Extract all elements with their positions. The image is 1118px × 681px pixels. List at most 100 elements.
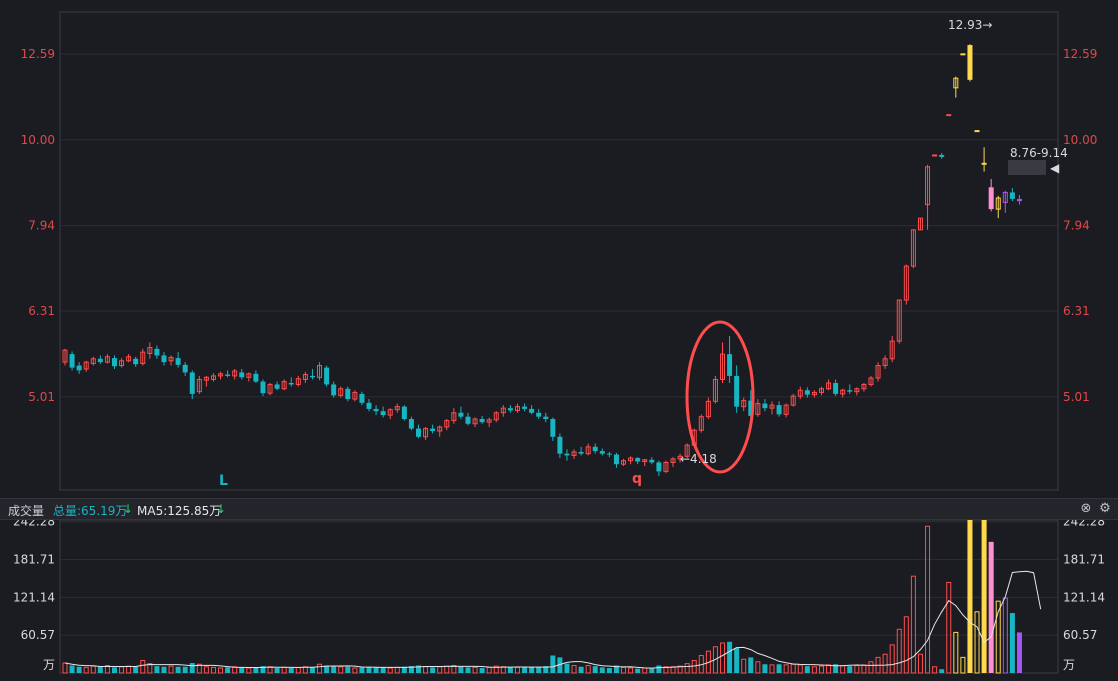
candle [90,356,96,366]
volume-bar [776,664,782,673]
volume-bar [1002,597,1008,674]
candle [960,53,966,56]
candle [925,164,931,230]
candle [479,415,485,424]
candle [451,408,457,424]
volume-bar [430,667,436,673]
candle [69,351,75,371]
candle [140,348,146,366]
candle [486,417,492,427]
candle [232,368,238,380]
volume-bar [196,663,202,674]
candle [592,443,598,454]
candle [571,449,577,459]
candle [882,355,888,369]
gear-icon[interactable]: ⚙ [1099,501,1111,516]
candle [557,433,563,459]
volume-bar [684,663,690,674]
volume-bar [720,642,726,674]
candle [345,386,351,402]
volume-bar [140,660,146,674]
volume-bar [790,663,796,674]
volume-bar [317,663,323,674]
candle [642,458,648,466]
volume-bar [203,666,209,674]
candle [416,424,421,439]
candle [529,405,535,415]
volume-bar [83,666,89,674]
volume-bar [755,661,761,674]
volume-bar [161,666,167,673]
volume-tick-left: 121.14 [13,590,55,604]
volume-bar [967,516,973,673]
price-tick-left: 7.94 [28,219,55,233]
volume-bar [500,666,506,674]
volume-bar [119,666,125,674]
volume-bar [578,666,584,673]
candle [196,375,202,394]
volume-bar [168,665,174,674]
candle [437,425,443,437]
candle [352,390,358,402]
candle [239,368,245,380]
volume-bar [324,665,330,673]
volume-bar [90,665,96,674]
candle [387,408,393,420]
volume-bar [953,631,959,674]
volume-bar [543,666,549,673]
volume-tick-left: 181.71 [13,553,55,567]
candle [769,401,775,415]
candle [995,195,1001,219]
volume-bar [691,660,697,674]
volume-bar [804,666,810,673]
volume-bar [946,581,952,674]
volume-bar [889,644,895,674]
candle [776,401,782,417]
candle [309,368,315,380]
volume-bar [507,667,513,673]
price-tick-right: 10.00 [1063,133,1097,147]
volume-bar [182,666,188,673]
candle [861,383,867,392]
volume-bar [288,668,294,673]
range-pointer-icon: ◀ [1050,161,1060,175]
volume-bar [592,666,598,673]
candle [493,411,499,423]
ma5-line [64,570,1042,669]
volume-bar [147,663,153,674]
volume-bars [62,516,1022,674]
volume-bar [352,667,358,674]
price-tick-left: 12.59 [21,47,55,61]
candle [762,399,768,412]
volume-bar [246,667,252,674]
volume-bar [917,653,923,674]
volume-tick-right: 121.14 [1063,590,1105,604]
candle [302,371,308,384]
candle [133,356,139,367]
candle [267,383,273,396]
price-tick-right: 12.59 [1063,47,1097,61]
marker-q: q [632,471,642,487]
volume-bar [239,667,245,673]
range-label-bg [1008,160,1046,175]
candle [1016,195,1022,205]
candle [225,370,231,378]
candle [755,399,761,417]
candle [564,449,570,461]
candle [76,362,82,374]
candle [543,412,549,423]
volume-bar [748,657,754,673]
candle [875,362,881,382]
close-icon[interactable]: ⊗ [1080,501,1092,516]
volume-bar [818,665,824,674]
volume-bar [974,611,980,674]
candle [889,336,895,363]
candle [83,360,89,372]
volume-bar [423,666,429,674]
volume-bar [536,666,542,673]
grid-lines [60,53,1058,636]
volume-bar [635,668,641,673]
candle [253,370,259,384]
candle [366,399,372,412]
candle [104,354,110,364]
